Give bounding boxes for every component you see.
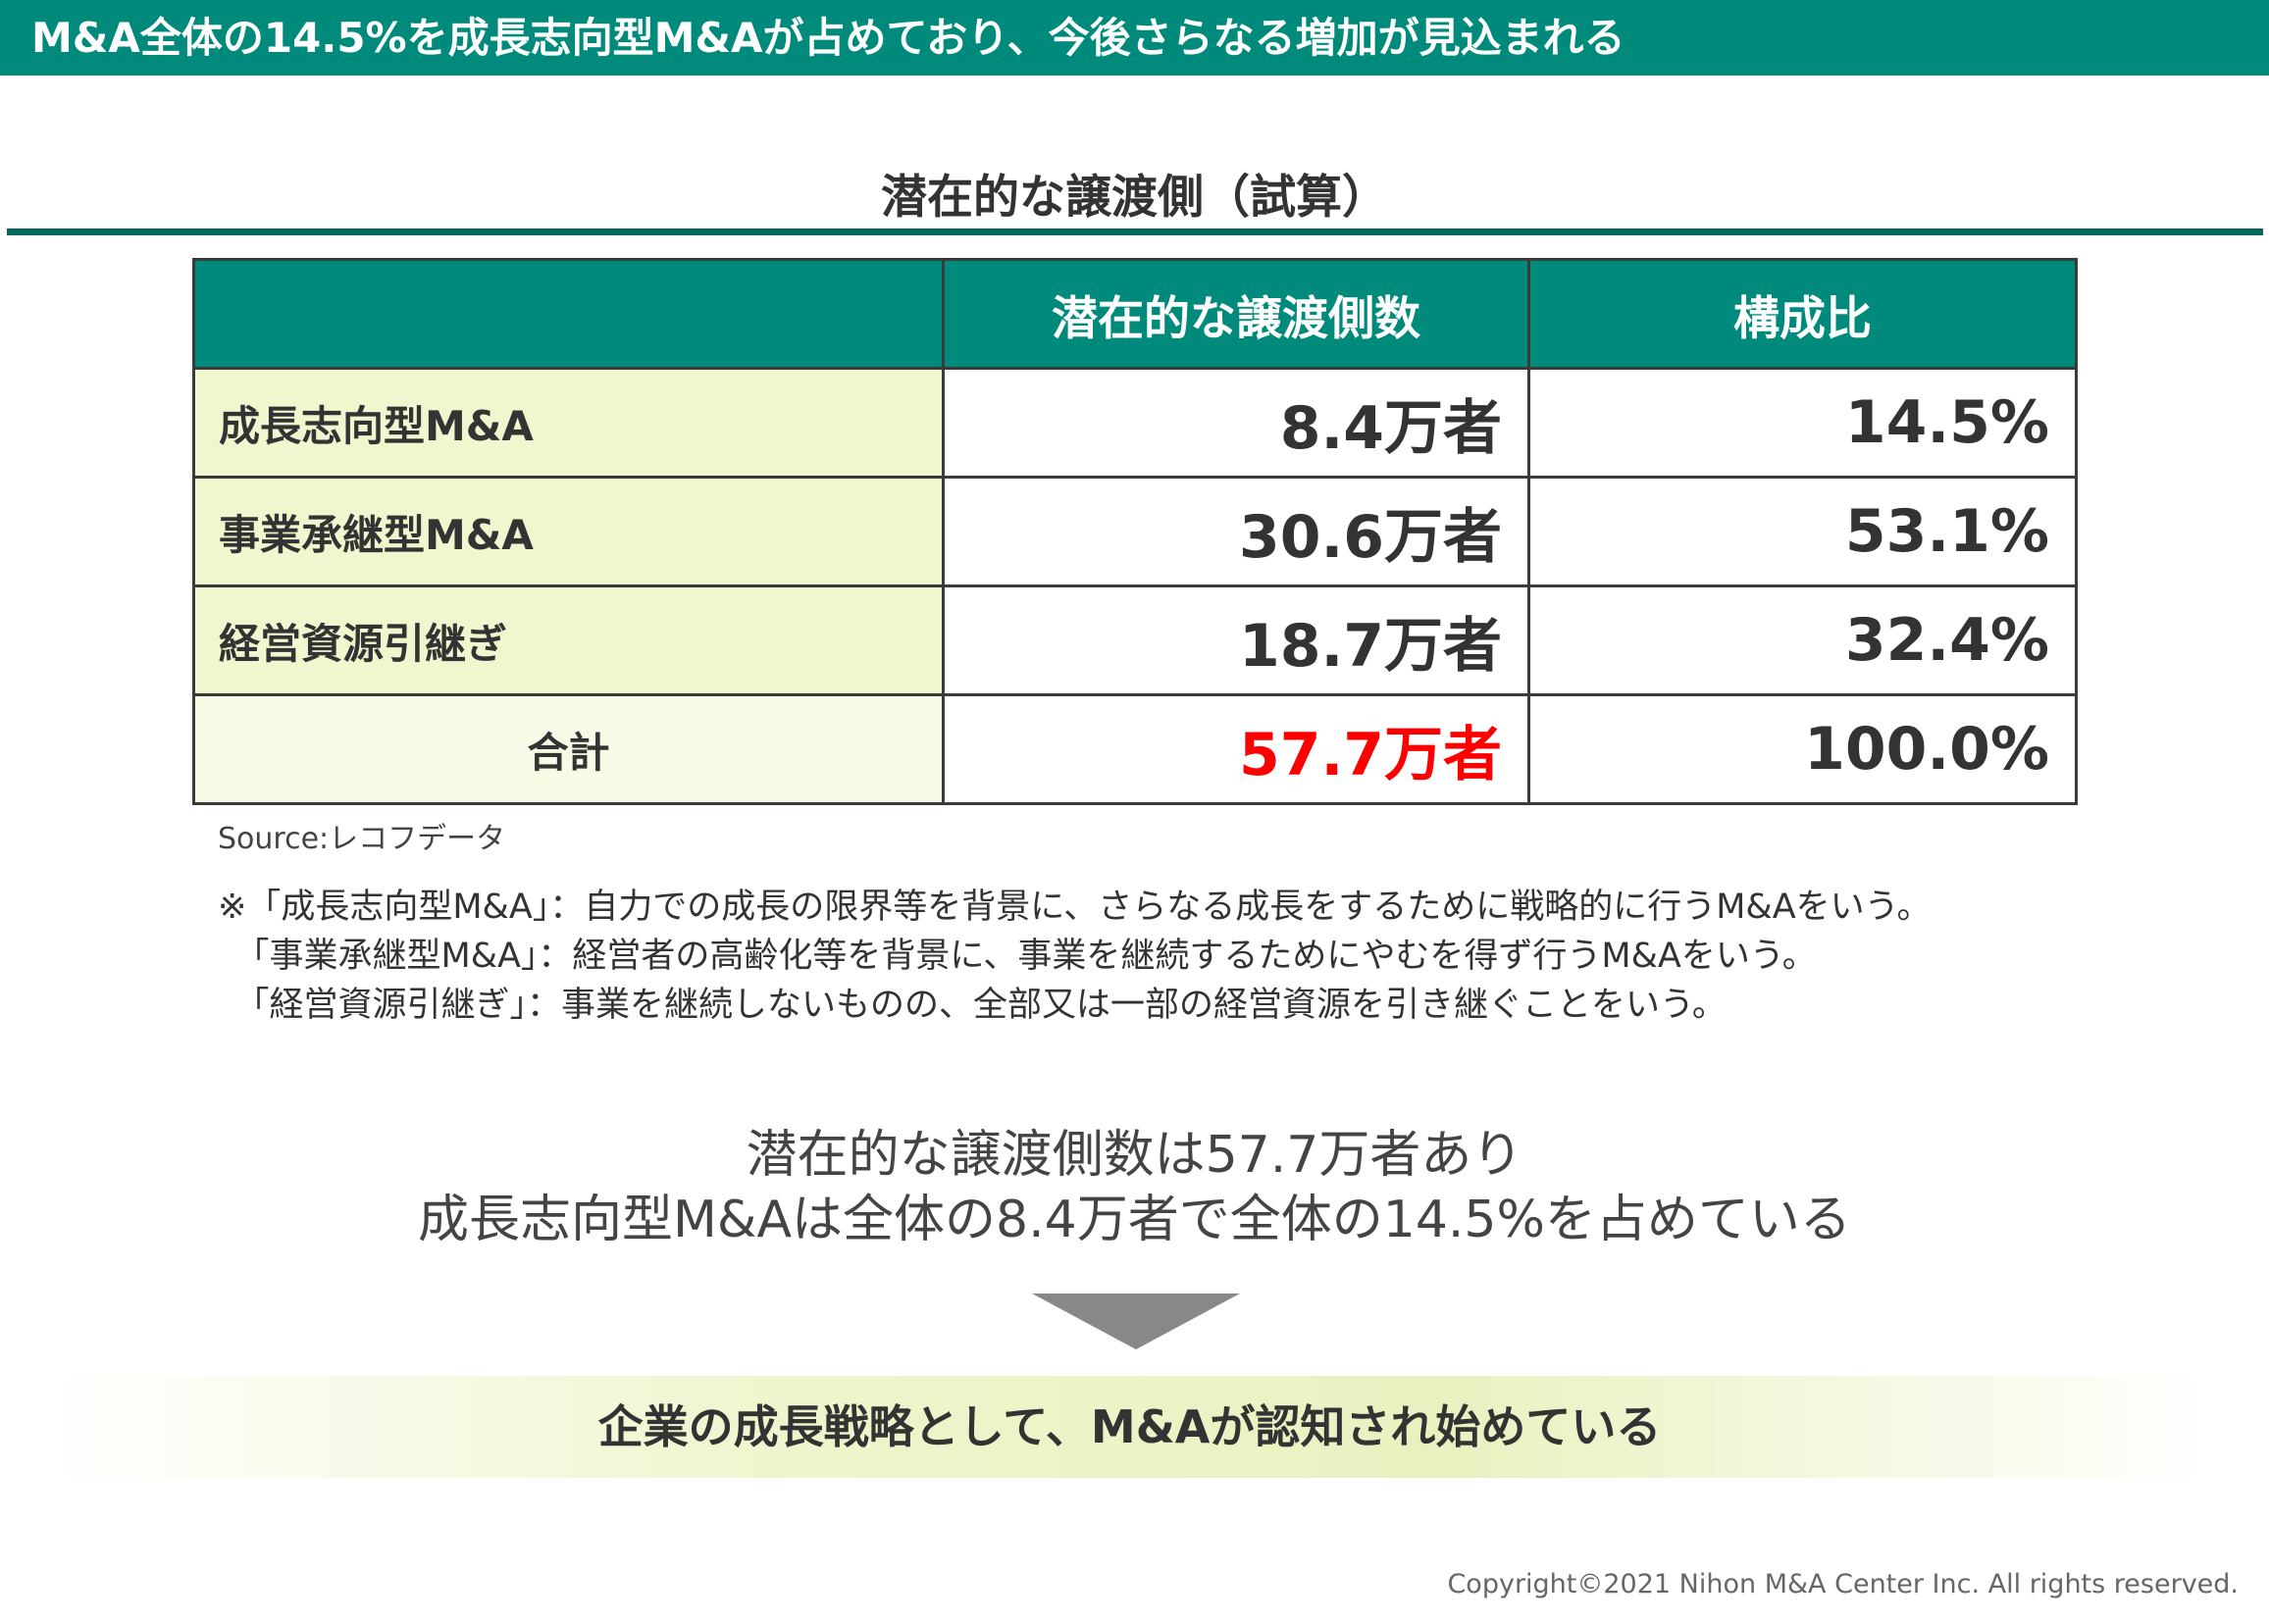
summary-line: 潜在的な譲渡側数は57.7万者あり (746, 1126, 1523, 1185)
total-label: 合計 (192, 693, 945, 805)
arrow-down-icon (1032, 1294, 1240, 1349)
table-header-row: 潜在的な譲渡側数 構成比 (192, 258, 2078, 370)
column-header (192, 258, 945, 370)
data-table: 潜在的な譲渡側数 構成比 成長志向型M&A 8.4万者 14.5% 事業承継型M… (192, 258, 2078, 805)
conclusion-banner: 企業の成長戦略として、M&Aが認知され始めている (43, 1376, 2216, 1478)
count-cell: 30.6万者 (942, 476, 1530, 587)
row-label: 事業承継型M&A (192, 476, 945, 587)
table-row: 成長志向型M&A 8.4万者 14.5% (192, 367, 2078, 479)
slide-title: M&A全体の14.5%を成長志向型M&Aが占めており、今後さらなる増加が見込まれ… (0, 0, 2269, 76)
table-row: 事業承継型M&A 30.6万者 53.1% (192, 476, 2078, 587)
ratio-cell: 53.1% (1527, 476, 2078, 587)
total-ratio: 100.0% (1527, 693, 2078, 805)
ratio-cell: 14.5% (1527, 367, 2078, 479)
ratio-cell: 32.4% (1527, 584, 2078, 696)
column-header: 構成比 (1527, 258, 2078, 370)
table-title: 潜在的な譲渡側（試算） (881, 171, 1388, 225)
divider (7, 228, 2263, 235)
count-cell: 8.4万者 (942, 367, 1530, 479)
definition-note: 「経営資源引継ぎ」：事業を継続しないものの、全部又は一部の経営資源を引き継ぐこと… (218, 986, 1727, 1025)
column-header: 潜在的な譲渡側数 (942, 258, 1530, 370)
summary-line: 成長志向型M&Aは全体の8.4万者で全体の14.5%を占めている (418, 1191, 1851, 1249)
copyright: Copyright©2021 Nihon M&A Center Inc. All… (1447, 1569, 2239, 1599)
total-row: 合計 57.7万者 100.0% (192, 693, 2078, 805)
definition-note: 「事業承継型M&A」：経営者の高齢化等を背景に、事業を継続するためにやむを得ず行… (218, 937, 1817, 976)
definition-note: ※「成長志向型M&A」：自力での成長の限界等を背景に、さらなる成長をするために戦… (218, 888, 1932, 927)
source-note: Source:レコフデータ (218, 822, 506, 856)
row-label: 成長志向型M&A (192, 367, 945, 479)
count-cell: 18.7万者 (942, 584, 1530, 696)
total-count: 57.7万者 (942, 693, 1530, 805)
row-label: 経営資源引継ぎ (192, 584, 945, 696)
table-row: 経営資源引継ぎ 18.7万者 32.4% (192, 584, 2078, 696)
